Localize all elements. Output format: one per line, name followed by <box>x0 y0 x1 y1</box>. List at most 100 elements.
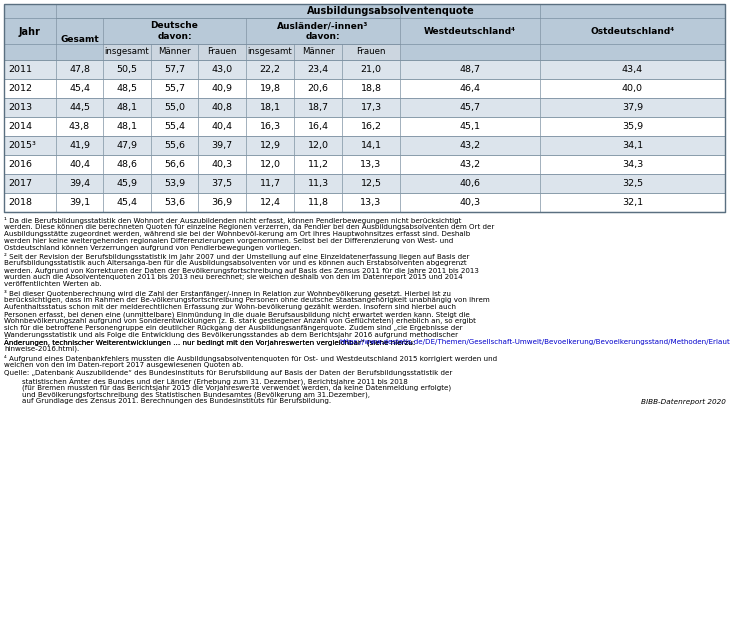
Bar <box>4 98 56 117</box>
Text: 43,2: 43,2 <box>459 160 480 169</box>
Text: 45,1: 45,1 <box>459 122 480 131</box>
Text: Ostdeutschland⁴: Ostdeutschland⁴ <box>591 27 675 36</box>
Bar <box>342 117 400 136</box>
Bar <box>400 79 540 98</box>
Text: 53,6: 53,6 <box>164 198 185 207</box>
Text: 11,7: 11,7 <box>259 179 280 188</box>
Text: 50,5: 50,5 <box>117 65 137 74</box>
Text: Frauen: Frauen <box>207 48 237 56</box>
Text: 11,8: 11,8 <box>307 198 328 207</box>
Bar <box>56 60 103 79</box>
Bar <box>342 174 400 193</box>
Text: 32,1: 32,1 <box>622 198 643 207</box>
Bar <box>294 117 342 136</box>
Bar <box>294 44 342 60</box>
Bar <box>246 79 294 98</box>
Text: 43,2: 43,2 <box>459 141 480 150</box>
Text: 40,6: 40,6 <box>459 179 480 188</box>
Bar <box>56 98 103 117</box>
Bar <box>540 79 725 98</box>
Text: 2011: 2011 <box>8 65 32 74</box>
Text: 37,9: 37,9 <box>622 103 643 112</box>
Text: 40,8: 40,8 <box>212 103 232 112</box>
Bar <box>151 155 198 174</box>
Text: 48,7: 48,7 <box>459 65 480 74</box>
Bar <box>103 60 151 79</box>
Bar <box>103 174 151 193</box>
Bar <box>400 98 540 117</box>
Text: statistischen Ämter des Bundes und der Länder (Erhebung zum 31. Dezember), Beric: statistischen Ämter des Bundes und der L… <box>4 378 408 386</box>
Text: Änderungen, technischer Weiterentwicklungen … nur bedingt mit den Vorjahreswerte: Änderungen, technischer Weiterentwicklun… <box>4 339 418 347</box>
Text: Westdeutschland⁴: Westdeutschland⁴ <box>424 27 516 36</box>
Bar <box>294 174 342 193</box>
Text: ¹ Da die Berufsbildungsstatistik den Wohnort der Auszubildenden nicht erfasst, k: ¹ Da die Berufsbildungsstatistik den Woh… <box>4 217 461 224</box>
Text: 16,4: 16,4 <box>307 122 328 131</box>
Text: 43,0: 43,0 <box>212 65 233 74</box>
Bar <box>198 79 246 98</box>
Text: 40,4: 40,4 <box>69 160 90 169</box>
Bar <box>103 98 151 117</box>
Bar <box>151 117 198 136</box>
Text: ³ Bei dieser Quotenberechnung wird die Zahl der Erstanfänger/-innen in Relation : ³ Bei dieser Quotenberechnung wird die Z… <box>4 290 451 297</box>
Text: 14,1: 14,1 <box>361 141 382 150</box>
Bar <box>103 18 246 44</box>
Text: https://www.destatis.de/DE/Themen/Gesellschaft-Umwelt/Bevoelkerung/Bevoelkerungs: https://www.destatis.de/DE/Themen/Gesell… <box>339 339 730 345</box>
Text: 2017: 2017 <box>8 179 32 188</box>
Bar <box>56 193 103 212</box>
Text: 22,2: 22,2 <box>259 65 280 74</box>
Text: 2018: 2018 <box>8 198 32 207</box>
Text: 39,7: 39,7 <box>212 141 233 150</box>
Bar <box>540 136 725 155</box>
Bar <box>56 155 103 174</box>
Bar <box>198 117 246 136</box>
Text: 48,5: 48,5 <box>117 84 137 93</box>
Text: berücksichtigen, dass im Rahmen der Be-völkerungsfortschreibung Personen ohne de: berücksichtigen, dass im Rahmen der Be-v… <box>4 297 490 303</box>
Text: Änderungen, technischer Weiterentwicklungen … nur bedingt mit den Vorjahreswerte: Änderungen, technischer Weiterentwicklun… <box>4 339 415 347</box>
Text: Wohnbevölkerungszahl aufgrund von Sonderentwicklungen (z. B. stark gestiegener A: Wohnbevölkerungszahl aufgrund von Sonder… <box>4 318 476 324</box>
Bar <box>342 193 400 212</box>
Text: Jahr: Jahr <box>19 27 41 37</box>
Text: 13,3: 13,3 <box>361 160 382 169</box>
Text: Gesamt: Gesamt <box>60 35 99 43</box>
Text: 2015³: 2015³ <box>8 141 36 150</box>
Text: auf Grundlage des Zensus 2011. Berechnungen des Bundesinstituts für Berufsbildun: auf Grundlage des Zensus 2011. Berechnun… <box>4 399 331 405</box>
Text: 18,1: 18,1 <box>259 103 280 112</box>
Bar <box>103 193 151 212</box>
Text: Ostdeutschland können Verzerrungen aufgrund von Pendlerbewegungen vorliegen.: Ostdeutschland können Verzerrungen aufgr… <box>4 245 301 251</box>
Text: 37,5: 37,5 <box>212 179 233 188</box>
Text: 13,3: 13,3 <box>361 198 382 207</box>
Text: 2016: 2016 <box>8 160 32 169</box>
Text: 12,4: 12,4 <box>259 198 280 207</box>
Text: wurden auch die Absolventenquoten 2011 bis 2013 neu berechnet; sie weichen desha: wurden auch die Absolventenquoten 2011 b… <box>4 274 463 281</box>
Bar <box>342 155 400 174</box>
Text: 12,9: 12,9 <box>259 141 280 150</box>
Text: Ausbildungsabsolventenquote: Ausbildungsabsolventenquote <box>307 6 474 16</box>
Text: 43,8: 43,8 <box>69 122 90 131</box>
Bar <box>4 193 56 212</box>
Bar <box>198 174 246 193</box>
Bar <box>103 155 151 174</box>
Text: 55,0: 55,0 <box>164 103 185 112</box>
Bar <box>246 193 294 212</box>
Text: Ausländer/-innen³
davon:: Ausländer/-innen³ davon: <box>277 21 369 41</box>
Text: hinweise-2016.html).: hinweise-2016.html). <box>4 346 80 352</box>
Text: 12,0: 12,0 <box>259 160 280 169</box>
Bar <box>540 155 725 174</box>
Bar <box>4 4 725 212</box>
Text: 44,5: 44,5 <box>69 103 90 112</box>
Bar <box>151 98 198 117</box>
Text: 23,4: 23,4 <box>307 65 328 74</box>
Text: 39,1: 39,1 <box>69 198 90 207</box>
Bar <box>4 117 56 136</box>
Bar <box>56 136 103 155</box>
Bar <box>103 44 151 60</box>
Text: 46,4: 46,4 <box>459 84 480 93</box>
Text: 45,4: 45,4 <box>69 84 90 93</box>
Bar <box>294 98 342 117</box>
Bar <box>151 79 198 98</box>
Text: veröffentlichten Werten ab.: veröffentlichten Werten ab. <box>4 282 101 287</box>
Text: ² Seit der Revision der Berufsbildungsstatistik im Jahr 2007 und der Umstellung : ² Seit der Revision der Berufsbildungsst… <box>4 253 469 261</box>
Bar <box>56 4 725 18</box>
Bar <box>103 136 151 155</box>
Bar <box>400 4 540 60</box>
